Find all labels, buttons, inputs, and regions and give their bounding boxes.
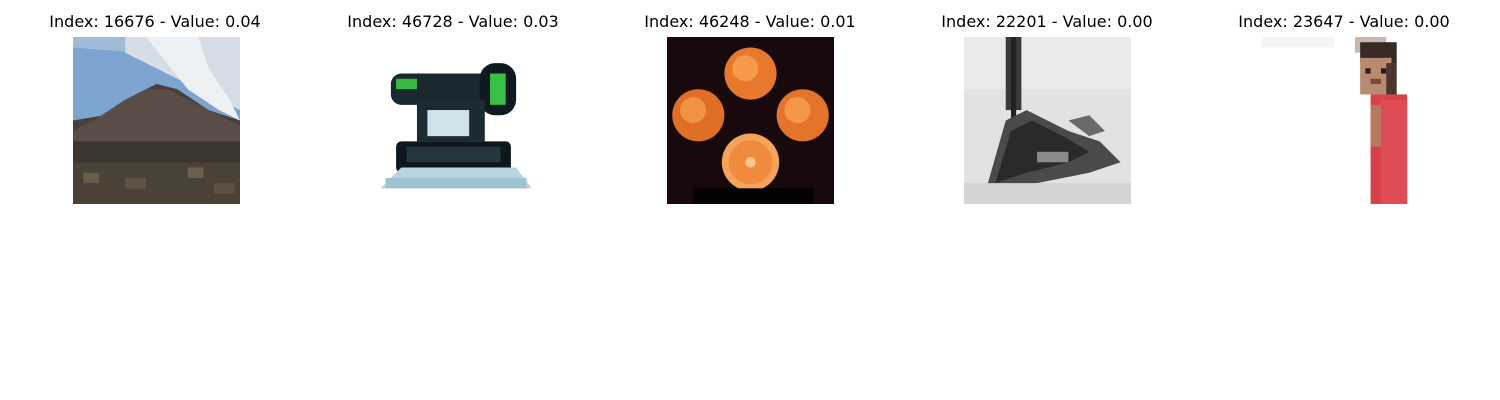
panel-4: Index: 22201 - Value: 0.00 xyxy=(897,0,1197,210)
panel-3: Index: 46248 - Value: 0.01 xyxy=(600,0,900,210)
panel-title: Index: 16676 - Value: 0.04 xyxy=(49,12,261,31)
panel-title: Index: 46728 - Value: 0.03 xyxy=(347,12,559,31)
person-in-red-image xyxy=(1261,37,1428,204)
panel-title: Index: 22201 - Value: 0.00 xyxy=(941,12,1153,31)
stage-light-image xyxy=(370,37,537,204)
oranges-image xyxy=(667,37,834,204)
mountain-landscape-image xyxy=(73,37,240,204)
panel-1: Index: 16676 - Value: 0.04 xyxy=(5,0,305,210)
panel-2: Index: 46728 - Value: 0.03 xyxy=(303,0,603,210)
panel-title: Index: 46248 - Value: 0.01 xyxy=(644,12,856,31)
panel-5: Index: 23647 - Value: 0.00 xyxy=(1194,0,1494,210)
panel-title: Index: 23647 - Value: 0.00 xyxy=(1238,12,1450,31)
grayscale-boat-image xyxy=(964,37,1131,204)
